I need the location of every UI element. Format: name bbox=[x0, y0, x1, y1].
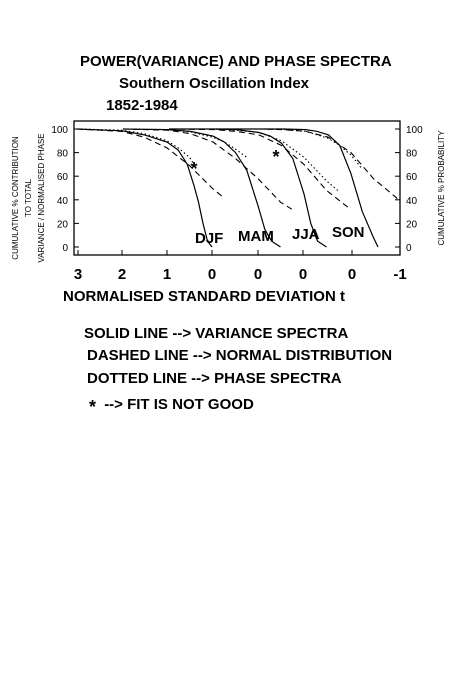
x-tick-label: 3 bbox=[74, 266, 82, 283]
left-axis-label-3: VARIANCE / NORMALISED PHASE bbox=[37, 133, 46, 262]
y-tick-label-right: 40 bbox=[406, 196, 418, 207]
legend-star-text: --> FIT IS NOT GOOD bbox=[104, 396, 254, 413]
y-tick-label-left: 20 bbox=[57, 219, 69, 230]
variance-line-djf bbox=[76, 128, 213, 248]
panel-label-mam: MAM bbox=[238, 228, 274, 245]
y-tick-label-right: 0 bbox=[406, 243, 412, 254]
chart-title: POWER(VARIANCE) AND PHASE SPECTRA bbox=[80, 53, 392, 70]
panel-label-jja: JJA bbox=[292, 226, 320, 243]
x-tick-label: 2 bbox=[118, 266, 126, 283]
right-axis-label: CUMULATIVE % PROBABILITY bbox=[437, 130, 446, 246]
chart-period: 1852-1984 bbox=[106, 97, 178, 114]
x-tick-label: 0 bbox=[254, 266, 262, 283]
normal-line-jja bbox=[168, 128, 350, 209]
legend-dashed: DASHED LINE --> NORMAL DISTRIBUTION bbox=[87, 347, 393, 364]
x-tick-label: -1 bbox=[393, 266, 406, 283]
normal-line-son bbox=[216, 128, 400, 204]
legend-star: * --> FIT IS NOT GOOD bbox=[89, 393, 254, 417]
x-tick-label: 1 bbox=[163, 266, 171, 283]
panel-label-son: SON bbox=[332, 224, 365, 241]
x-tick-label: 0 bbox=[208, 266, 216, 283]
y-tick-label-left: 40 bbox=[57, 196, 69, 207]
chart-subtitle: Southern Oscillation Index bbox=[119, 75, 310, 92]
star-symbol: * bbox=[89, 397, 97, 417]
phase-line-djf bbox=[76, 128, 195, 165]
panel-label-djf: DJF bbox=[195, 230, 223, 247]
phase-line-son bbox=[216, 128, 363, 170]
left-axis-label-1: CUMULATIVE % CONTRIBUTION bbox=[11, 136, 20, 260]
left-axis-label-2: TO TOTAL bbox=[24, 178, 33, 217]
star-marker-djf: * bbox=[190, 159, 197, 179]
legend-dotted: DOTTED LINE --> PHASE SPECTRA bbox=[87, 370, 342, 387]
x-axis-label: NORMALISED STANDARD DEVIATION t bbox=[63, 288, 345, 305]
variance-line-son bbox=[216, 128, 379, 248]
normal-line-djf bbox=[76, 128, 224, 198]
y-tick-label-right: 80 bbox=[406, 149, 418, 160]
star-marker-mam: * bbox=[272, 147, 279, 167]
y-tick-label-right: 20 bbox=[406, 219, 418, 230]
y-tick-label-right: 100 bbox=[406, 125, 423, 136]
y-tick-label-left: 0 bbox=[62, 243, 68, 254]
y-tick-label-left: 60 bbox=[57, 172, 69, 183]
plot-frame bbox=[73, 120, 401, 256]
x-tick-label: 0 bbox=[299, 266, 307, 283]
y-tick-label-left: 80 bbox=[57, 149, 69, 160]
legend-solid: SOLID LINE --> VARIANCE SPECTRA bbox=[84, 325, 349, 342]
y-tick-label-left: 100 bbox=[51, 125, 68, 136]
y-tick-label-right: 60 bbox=[406, 172, 418, 183]
phase-line-mam bbox=[122, 128, 248, 158]
x-tick-label: 0 bbox=[348, 266, 356, 283]
normal-line-mam bbox=[122, 128, 293, 210]
